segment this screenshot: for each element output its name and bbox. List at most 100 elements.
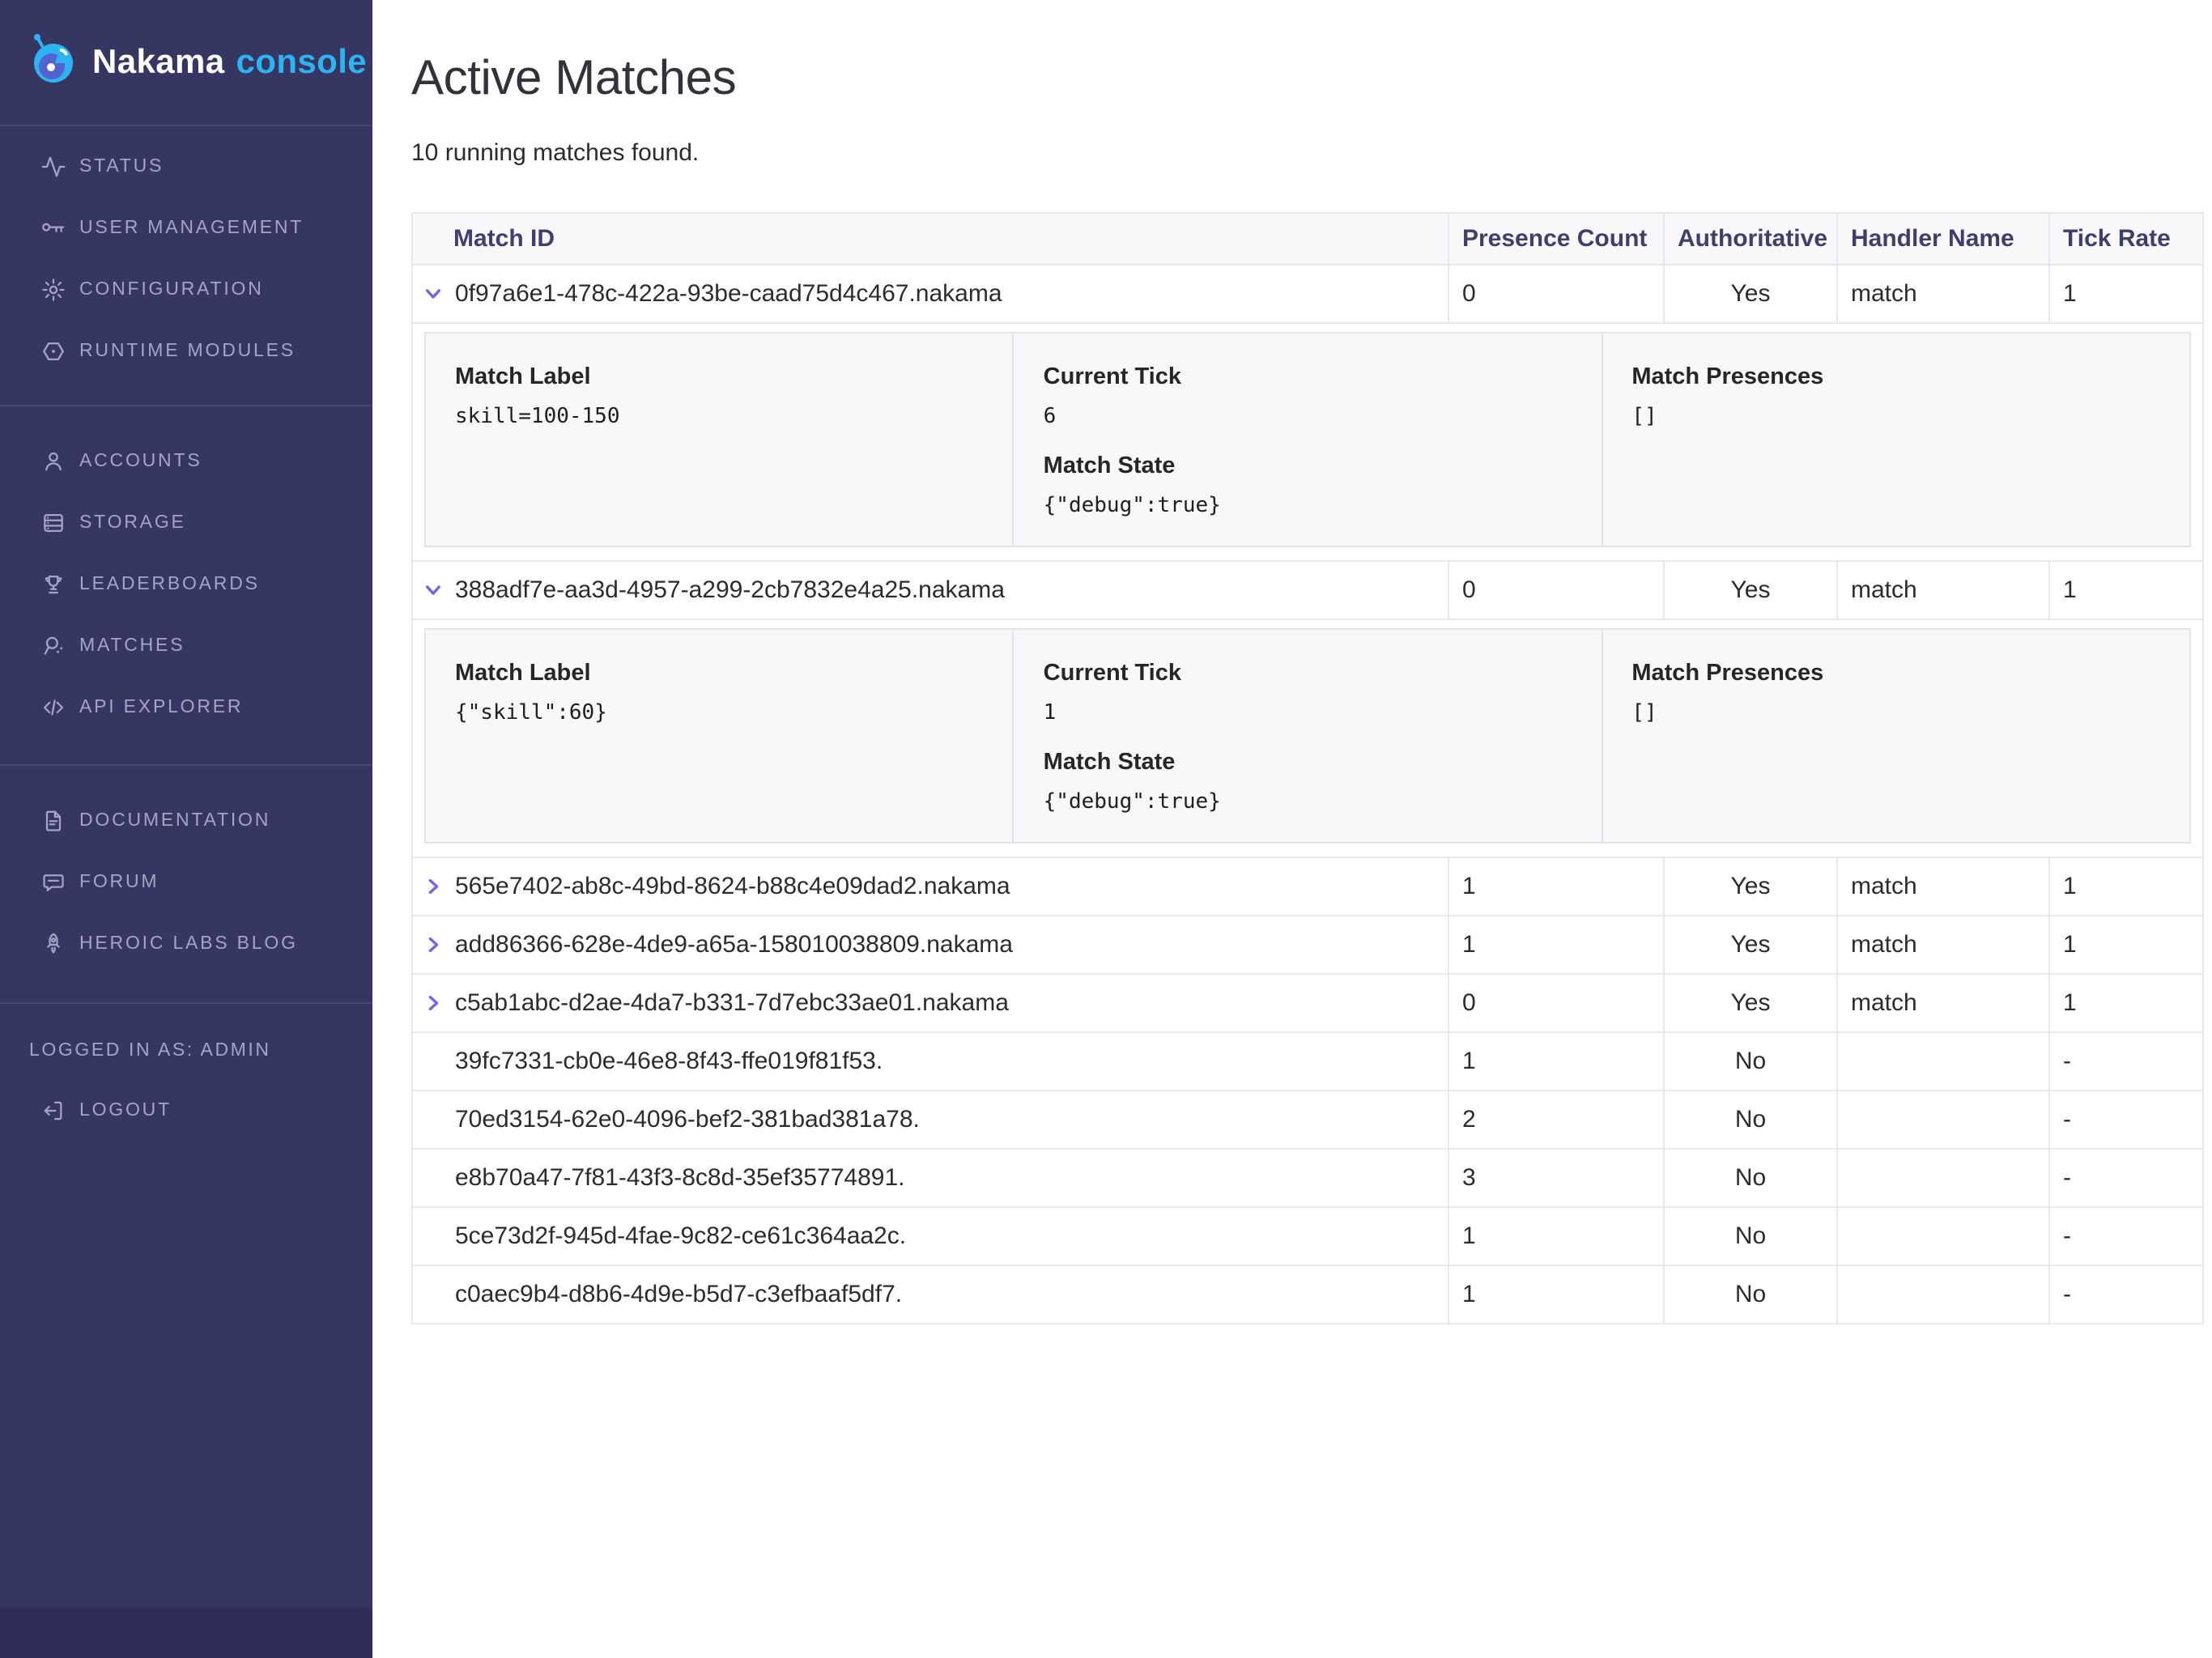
presence-count-cell: 0 [1448,264,1665,324]
match-id-cell: 39fc7331-cb0e-46e8-8f43-ffe019f81f53. [411,1031,1449,1091]
match-id-cell: add86366-628e-4de9-a65a-158010038809.nak… [411,915,1449,975]
sidebar-item-label: STORAGE [79,513,186,533]
match-state-label: Match State [1043,750,1176,776]
match-label-label: Match Label [455,661,591,687]
presence-count-cell: 1 [1448,915,1665,975]
match-label-section: Match Label skill=100-150 [426,334,1013,546]
sidebar-item-matches[interactable]: MATCHES [0,615,372,677]
trophy-icon [40,572,66,597]
presence-count-cell: 1 [1448,1031,1665,1091]
match-presences-value: [] [1631,405,1657,429]
key-icon [40,215,66,241]
match-row[interactable]: 5ce73d2f-945d-4fae-9c82-ce61c364aa2c. 1 … [411,1206,2204,1266]
nav-divider [0,405,372,406]
match-id-text: 0f97a6e1-478c-422a-93be-caad75d4c467.nak… [455,280,1002,308]
sidebar-bottom-strip [0,1608,372,1658]
nav-divider [0,1002,372,1004]
authoritative-cell: Yes [1663,915,1838,975]
nakama-logo-icon [32,34,76,84]
column-header-presence-count: Presence Count [1448,212,1665,266]
match-id-cell: c0aec9b4-d8b6-4d9e-b5d7-c3efbaaf5df7. [411,1265,1449,1324]
sidebar-item-documentation[interactable]: DOCUMENTATION [0,790,372,852]
tick-rate-cell: 1 [2048,560,2204,620]
authoritative-cell: Yes [1663,973,1838,1033]
match-row[interactable]: 70ed3154-62e0-4096-bef2-381bad381a78. 2 … [411,1090,2204,1150]
table-header: Match ID Presence Count Authoritative Ha… [411,212,2204,266]
presence-count-cell: 1 [1448,1206,1665,1266]
document-icon [40,808,66,834]
nav-group-external: DOCUMENTATION FORUM HEROIC LABS BLOG [0,766,372,1002]
tick-rate-cell: - [2048,1148,2204,1208]
sidebar-item-user-management[interactable]: USER MANAGEMENT [0,198,372,259]
match-row[interactable]: c0aec9b4-d8b6-4d9e-b5d7-c3efbaaf5df7. 1 … [411,1265,2204,1324]
brand-name: Nakama [92,43,225,80]
nav-divider [0,764,372,766]
match-id-text: 70ed3154-62e0-4096-bef2-381bad381a78. [455,1106,920,1133]
match-presences-section: Match Presences [] [1601,334,2189,546]
chevron-spacer [423,1284,444,1305]
sidebar-item-heroic-labs-blog[interactable]: HEROIC LABS BLOG [0,913,372,975]
match-row[interactable]: 39fc7331-cb0e-46e8-8f43-ffe019f81f53. 1 … [411,1031,2204,1091]
sidebar-item-forum[interactable]: FORUM [0,852,372,913]
person-icon [40,449,66,474]
match-row[interactable]: add86366-628e-4de9-a65a-158010038809.nak… [411,915,2204,975]
match-row[interactable]: 388adf7e-aa3d-4957-a299-2cb7832e4a25.nak… [411,560,2204,620]
match-id-text: 39fc7331-cb0e-46e8-8f43-ffe019f81f53. [455,1048,883,1075]
chevron-spacer [423,1167,444,1188]
match-id-text: c0aec9b4-d8b6-4d9e-b5d7-c3efbaaf5df7. [455,1281,903,1308]
logout-icon [40,1098,66,1124]
match-label-value: {"skill":60} [455,701,607,725]
sidebar-nav: STATUS USER MANAGEMENT CONFIGURATION RUN… [0,126,372,1141]
presence-count-cell: 2 [1448,1090,1665,1150]
match-id-cell: 5ce73d2f-945d-4fae-9c82-ce61c364aa2c. [411,1206,1449,1266]
authoritative-cell: No [1663,1090,1838,1150]
sidebar-item-logout[interactable]: LOGOUT [0,1080,372,1141]
sidebar-item-api-explorer[interactable]: API EXPLORER [0,677,372,738]
nakama-logo[interactable]: Nakama console [0,0,372,126]
authoritative-cell: Yes [1663,264,1838,324]
row-expand-chevron[interactable] [423,993,444,1014]
active-matches-table: Match ID Presence Count Authoritative Ha… [411,212,2204,1324]
row-expand-chevron[interactable] [423,934,444,955]
code-icon [40,695,66,721]
row-expand-chevron[interactable] [423,283,444,304]
match-row[interactable]: 565e7402-ab8c-49bd-8624-b88c4e09dad2.nak… [411,857,2204,916]
sidebar-item-runtime-modules[interactable]: RUNTIME MODULES [0,321,372,382]
handler-name-cell: match [1836,560,2050,620]
match-id-text: 565e7402-ab8c-49bd-8624-b88c4e09dad2.nak… [455,873,1010,900]
match-id-cell: 70ed3154-62e0-4096-bef2-381bad381a78. [411,1090,1449,1150]
handler-name-cell [1836,1206,2050,1266]
sidebar-item-label: CONFIGURATION [79,280,264,300]
session-label: LOGGED IN AS: ADMIN [29,1041,271,1061]
match-row[interactable]: 0f97a6e1-478c-422a-93be-caad75d4c467.nak… [411,264,2204,324]
tick-rate-cell: - [2048,1031,2204,1091]
matches-table-body: 0f97a6e1-478c-422a-93be-caad75d4c467.nak… [411,264,2204,1324]
column-header-handler-name: Handler Name [1836,212,2050,266]
chevron-right-icon [428,878,439,895]
sidebar-item-label: USER MANAGEMENT [79,219,304,238]
sidebar-item-label: ACCOUNTS [79,452,202,471]
authoritative-cell: No [1663,1031,1838,1091]
sidebar-item-leaderboards[interactable]: LEADERBOARDS [0,554,372,615]
handler-name-cell: match [1836,915,2050,975]
authoritative-cell: No [1663,1265,1838,1324]
row-expand-chevron[interactable] [423,876,444,897]
match-row[interactable]: c5ab1abc-d2ae-4da7-b331-7d7ebc33ae01.nak… [411,973,2204,1033]
tick-rate-cell: 1 [2048,857,2204,916]
storage-stack-icon [40,510,66,536]
chat-bubble-icon [40,869,66,895]
tick-rate-cell: - [2048,1265,2204,1324]
match-row[interactable]: e8b70a47-7f81-43f3-8c8d-35ef35774891. 3 … [411,1148,2204,1208]
row-expand-chevron[interactable] [423,580,444,601]
sidebar-item-status[interactable]: STATUS [0,136,372,198]
sidebar-item-label: MATCHES [79,636,185,656]
main-content: Active Matches 10 running matches found.… [372,0,2212,1658]
column-header-match-id: Match ID [411,212,1449,266]
chevron-right-icon [428,995,439,1011]
sidebar-item-storage[interactable]: STORAGE [0,492,372,554]
sidebar-item-configuration[interactable]: CONFIGURATION [0,259,372,321]
match-state-value: {"debug":true} [1043,494,1221,518]
sidebar-item-accounts[interactable]: ACCOUNTS [0,431,372,492]
sidebar-item-label: LOGOUT [79,1101,172,1120]
